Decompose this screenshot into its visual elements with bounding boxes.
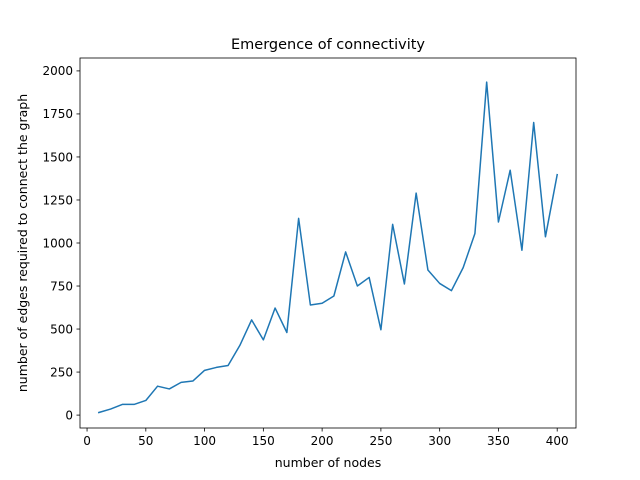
y-tick-label: 1500	[42, 150, 73, 164]
y-tick-label: 2000	[42, 64, 73, 78]
x-tick-label: 400	[546, 434, 569, 448]
x-tick-label: 150	[252, 434, 275, 448]
x-tick-label: 300	[428, 434, 451, 448]
x-tick-label: 250	[369, 434, 392, 448]
y-tick-label: 250	[50, 365, 73, 379]
x-tick-label: 0	[83, 434, 91, 448]
y-tick-label: 500	[50, 322, 73, 336]
y-tick-label: 1000	[42, 236, 73, 250]
plot-area	[97, 81, 559, 414]
x-tick-label: 50	[138, 434, 153, 448]
y-tick-label: 0	[65, 408, 73, 422]
y-tick-label: 750	[50, 279, 73, 293]
y-axis: 0 250 500 750 1000 1250 1500 1750 2000	[42, 64, 80, 422]
y-axis-label: number of edges required to connect the …	[15, 94, 30, 392]
series-line	[97, 81, 559, 414]
chart-title: Emergence of connectivity	[231, 37, 425, 53]
x-tick-label: 200	[311, 434, 334, 448]
x-tick-label: 350	[487, 434, 510, 448]
y-tick-label: 1250	[42, 193, 73, 207]
x-tick-label: 100	[193, 434, 216, 448]
x-axis: 0 50 100 150 200 250 300 350 400	[83, 428, 569, 448]
axes-frame	[79, 57, 577, 429]
x-axis-label: number of nodes	[275, 455, 382, 470]
y-tick-label: 1750	[42, 107, 73, 121]
